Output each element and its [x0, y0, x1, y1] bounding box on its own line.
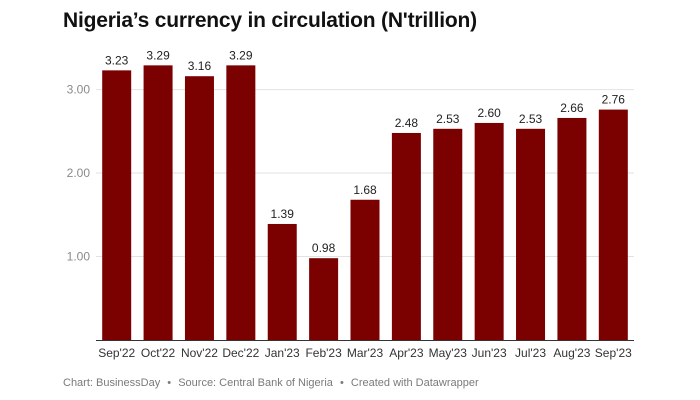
value-label: 1.68	[353, 183, 377, 197]
x-tick-label: Aug'23	[553, 346, 590, 360]
value-label: 2.66	[560, 101, 584, 115]
footer-separator: •	[167, 377, 172, 389]
x-tick-label: Jul'23	[515, 346, 546, 360]
value-label: 2.60	[477, 106, 501, 120]
x-tick-label: Oct'22	[141, 346, 176, 360]
value-label: 0.98	[312, 241, 336, 255]
value-label: 3.29	[229, 48, 253, 62]
source-note: Source: Central Bank of Nigeria	[178, 377, 333, 389]
created-with-note: Created with Datawrapper	[350, 377, 479, 389]
x-tick-label: May'23	[429, 346, 468, 360]
y-tick-label: 2.00	[67, 166, 91, 180]
x-tick-label: Apr'23	[389, 346, 424, 360]
x-tick-label: Sep'23	[595, 346, 632, 360]
x-tick-label: Nov'22	[181, 346, 218, 360]
y-tick-label: 1.00	[67, 250, 91, 264]
x-tick-label: Mar'23	[347, 346, 384, 360]
bar	[516, 128, 546, 340]
bar	[226, 65, 256, 341]
bar	[267, 223, 297, 340]
y-axis-tick-labels: 1.00 2.00 3.00	[67, 83, 91, 264]
bar	[598, 109, 628, 340]
chart-credit: Chart: BusinessDay	[63, 377, 161, 389]
bar	[474, 122, 504, 341]
footer-separator: •	[339, 377, 344, 389]
x-tick-label: Dec'22	[222, 346, 259, 360]
x-tick-label: Jan'23	[265, 346, 300, 360]
bars	[102, 65, 628, 341]
bar	[309, 258, 339, 340]
chart-title: Nigeria’s currency in circulation (N'tri…	[63, 9, 477, 32]
bar	[184, 76, 214, 341]
value-label: 2.53	[519, 112, 543, 126]
value-label: 3.29	[146, 48, 170, 62]
bar	[433, 128, 463, 340]
bar	[557, 117, 587, 341]
x-tick-label: Jun'23	[472, 346, 507, 360]
value-label: 1.39	[271, 207, 295, 221]
value-label: 2.53	[436, 112, 460, 126]
value-label: 2.76	[602, 93, 626, 107]
bar	[143, 65, 173, 341]
value-label: 2.48	[395, 116, 419, 130]
value-label: 3.16	[188, 59, 212, 73]
value-labels: 3.23 3.29 3.16 3.29 1.39 0.98 1.68 2.48 2.53 2.60…	[105, 48, 625, 255]
bar	[391, 132, 421, 340]
bar	[350, 199, 380, 340]
y-tick-label: 3.00	[67, 83, 91, 97]
value-label: 3.23	[105, 53, 129, 67]
x-tick-label: Feb'23	[305, 346, 342, 360]
x-tick-label: Sep'22	[98, 346, 135, 360]
chart-footer: Chart: BusinessDay • Source: Central Ban…	[63, 377, 479, 389]
x-axis-tick-labels: Sep'22 Oct'22 Nov'22 Dec'22 Jan'23 Feb'23 Mar'…	[98, 346, 632, 360]
bar	[102, 70, 132, 340]
